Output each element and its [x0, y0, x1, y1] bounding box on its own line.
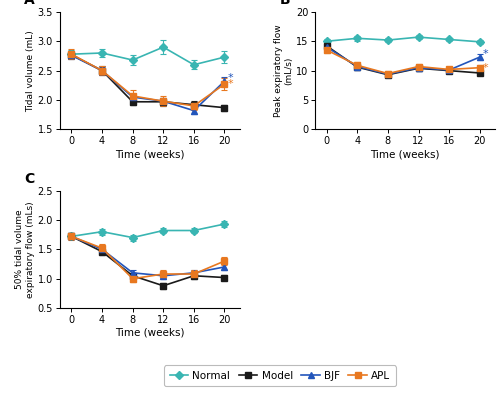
X-axis label: Time (weeks): Time (weeks) — [370, 149, 440, 159]
X-axis label: Time (weeks): Time (weeks) — [115, 328, 184, 338]
Y-axis label: 50% tidal volume
expiratory flow (mLs): 50% tidal volume expiratory flow (mLs) — [16, 201, 35, 298]
Y-axis label: Tidal volume (mL): Tidal volume (mL) — [26, 30, 35, 111]
Text: *: * — [228, 79, 233, 89]
Y-axis label: Peak expiratory flow
(mL/s): Peak expiratory flow (mL/s) — [274, 24, 293, 117]
Text: C: C — [24, 172, 34, 186]
Text: *: * — [228, 73, 233, 83]
Text: *: * — [483, 63, 488, 73]
X-axis label: Time (weeks): Time (weeks) — [115, 149, 184, 159]
Text: *: * — [483, 49, 488, 59]
Legend: Normal, Model, BJF, APL: Normal, Model, BJF, APL — [164, 365, 396, 386]
Text: A: A — [24, 0, 35, 7]
Text: B: B — [280, 0, 290, 7]
